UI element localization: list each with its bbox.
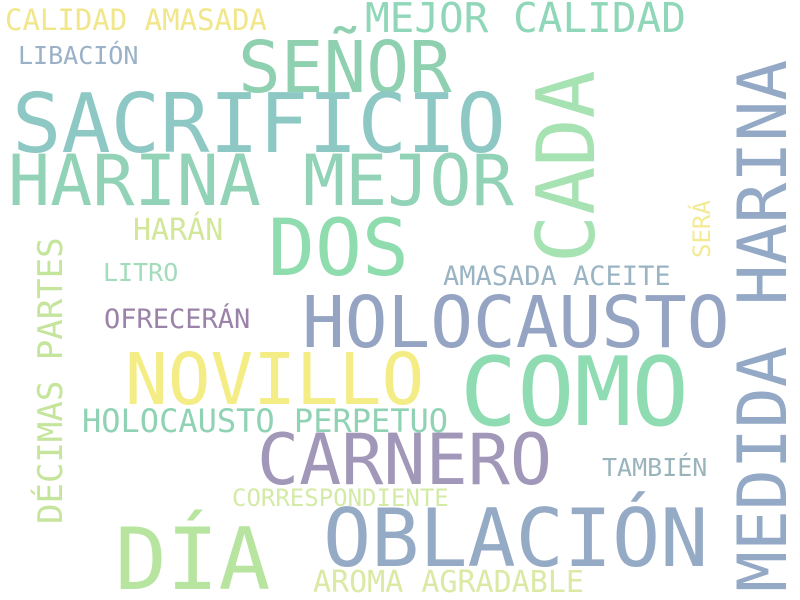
- word-como: COMO: [460, 338, 689, 448]
- word-libacion: LIBACIÓN: [18, 41, 139, 70]
- word-aroma-agradable: AROMA AGRADABLE: [313, 565, 584, 600]
- word-amasada-aceite: AMASADA ACEITE: [443, 261, 671, 292]
- word-calidad-amasada: CALIDAD AMASADA: [5, 3, 267, 37]
- word-harina: HARINA: [724, 59, 800, 306]
- word-medida-harina: MEDIDA HARINA: [724, 60, 800, 592]
- word-cada: CADA: [520, 70, 613, 263]
- word-mejor-calidad: MEJOR CALIDAD: [365, 0, 686, 42]
- word-holocausto-perpetuo: HOLOCAUSTO PERPETUO: [82, 402, 449, 440]
- word-correspondiente: CORRESPONDIENTE: [232, 484, 449, 512]
- word-ofreceran: OFRECERÁN: [104, 304, 251, 335]
- word-sera: SERÁ: [688, 200, 716, 258]
- word-harina-mejor: HARINA MEJOR: [8, 140, 514, 222]
- word-haran: HARÁN: [133, 213, 224, 248]
- word-sacrificio: SACRIFICIO: [12, 77, 506, 172]
- word-dia: DÍA: [115, 510, 271, 600]
- word-decimas-partes: DÉCIMAS PARTES: [31, 237, 71, 524]
- word-tambien: TAMBIÉN: [602, 453, 708, 482]
- word-medida: MEDIDA: [724, 346, 800, 592]
- word-senor: SEÑOR: [238, 26, 452, 109]
- word-litro: LITRO: [103, 258, 179, 287]
- word-holocausto: HOLOCAUSTO: [302, 281, 730, 364]
- word-carnero: CARNERO: [257, 419, 553, 501]
- word-novillo: NOVILLO: [125, 338, 425, 421]
- word-dos: DOS: [268, 204, 409, 294]
- word-oblacion: OBLACIÓN: [323, 492, 709, 585]
